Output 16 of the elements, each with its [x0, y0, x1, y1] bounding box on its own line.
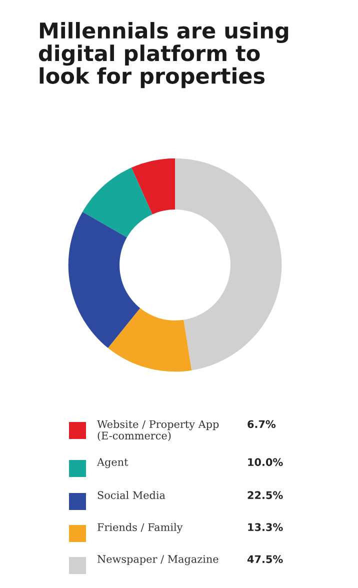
data-label: 6.7% [248, 420, 276, 428]
donut-slice [131, 158, 175, 214]
legend-label: Website / Property App (E-commerce) [97, 420, 219, 441]
data-label: 22.5% [248, 491, 283, 500]
chart-title: Millennials are using digital platform to look for properties [38, 22, 288, 88]
donut-slice [68, 212, 140, 348]
legend-label: Friends / Family [98, 523, 183, 534]
data-label: 10.0% [248, 458, 283, 466]
legend-label: Newspaper / Magazine [98, 555, 218, 566]
donut-slice [82, 168, 152, 238]
data-label: 47.5% [247, 555, 283, 564]
legend-label: Agent [96, 458, 128, 468]
donut-slice [108, 308, 192, 372]
legend-label: Social Media [98, 491, 166, 500]
donut-slice [175, 158, 282, 370]
data-label: 13.3% [248, 523, 283, 532]
